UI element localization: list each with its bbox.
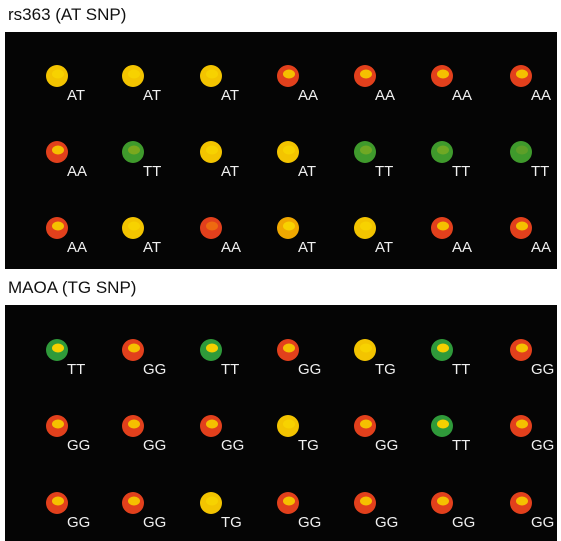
dot-core bbox=[206, 146, 218, 155]
dot-core bbox=[360, 497, 372, 506]
dot-core bbox=[516, 222, 528, 231]
dot-core bbox=[283, 146, 295, 155]
dot-core bbox=[206, 344, 218, 353]
dot-core bbox=[206, 497, 218, 506]
dot-core bbox=[360, 222, 372, 231]
genotype-label: TT bbox=[452, 361, 470, 378]
dot-core bbox=[52, 70, 64, 79]
genotype-label: AA bbox=[531, 87, 551, 104]
dot-core bbox=[206, 70, 218, 79]
panel-title: rs363 (AT SNP) bbox=[8, 5, 126, 24]
genotype-label: GG bbox=[143, 437, 166, 454]
dot-core bbox=[437, 222, 449, 231]
genotype-label: GG bbox=[375, 514, 398, 531]
genotype-label: TG bbox=[375, 361, 396, 378]
dot-core bbox=[437, 146, 449, 155]
dot-core bbox=[128, 222, 140, 231]
dot-core bbox=[128, 70, 140, 79]
dot-core bbox=[283, 497, 295, 506]
genotype-label: TT bbox=[143, 163, 161, 180]
genotype-label: AT bbox=[375, 239, 393, 256]
genotype-label: AA bbox=[452, 239, 472, 256]
genotype-label: GG bbox=[452, 514, 475, 531]
dot-core bbox=[283, 420, 295, 429]
genotype-label: TT bbox=[452, 437, 470, 454]
dot-core bbox=[283, 344, 295, 353]
genotype-label: TT bbox=[67, 361, 85, 378]
dot-core bbox=[283, 222, 295, 231]
genotype-label: AA bbox=[375, 87, 395, 104]
dot-core bbox=[360, 420, 372, 429]
genotype-label: AT bbox=[221, 163, 239, 180]
genotype-label: AA bbox=[531, 239, 551, 256]
genotype-label: GG bbox=[221, 437, 244, 454]
dot-core bbox=[516, 420, 528, 429]
genotype-label: GG bbox=[298, 514, 321, 531]
genotype-label: GG bbox=[143, 514, 166, 531]
genotype-label: TT bbox=[531, 163, 549, 180]
dot-core bbox=[437, 344, 449, 353]
dot-core bbox=[52, 344, 64, 353]
genotype-label: TT bbox=[221, 361, 239, 378]
dot-core bbox=[128, 420, 140, 429]
genotype-label: GG bbox=[143, 361, 166, 378]
genotype-label: TT bbox=[375, 163, 393, 180]
genotype-label: GG bbox=[67, 437, 90, 454]
genotype-label: AT bbox=[143, 239, 161, 256]
genotype-label: AT bbox=[221, 87, 239, 104]
dot-core bbox=[516, 497, 528, 506]
dot-core bbox=[128, 146, 140, 155]
genotype-label: AA bbox=[298, 87, 318, 104]
genotype-label: GG bbox=[531, 437, 554, 454]
dot-core bbox=[52, 222, 64, 231]
dot-core bbox=[360, 146, 372, 155]
panel-title: MAOA (TG SNP) bbox=[8, 278, 136, 297]
genotype-label: AA bbox=[452, 87, 472, 104]
genotype-label: GG bbox=[67, 514, 90, 531]
dot-core bbox=[52, 146, 64, 155]
genotype-label: GG bbox=[375, 437, 398, 454]
genotype-label: AT bbox=[143, 87, 161, 104]
dot-core bbox=[206, 420, 218, 429]
dot-core bbox=[360, 70, 372, 79]
genotype-label: TT bbox=[452, 163, 470, 180]
dot-core bbox=[52, 497, 64, 506]
genotype-label: AT bbox=[298, 163, 316, 180]
dot-core bbox=[283, 70, 295, 79]
dot-core bbox=[52, 420, 64, 429]
genotype-label: AA bbox=[67, 239, 87, 256]
genotype-label: TG bbox=[298, 437, 319, 454]
genotype-label: GG bbox=[531, 361, 554, 378]
genotype-label: AT bbox=[298, 239, 316, 256]
genotype-label: TG bbox=[221, 514, 242, 531]
figure: rs363 (AT SNP) MAOA (TG SNP) AT AT AT AA AA A… bbox=[0, 0, 561, 541]
genotype-label: AT bbox=[67, 87, 85, 104]
dot-core bbox=[360, 344, 372, 353]
dot-core bbox=[516, 70, 528, 79]
dot-core bbox=[437, 70, 449, 79]
dot-core bbox=[206, 222, 218, 231]
dot-core bbox=[128, 344, 140, 353]
dot-core bbox=[437, 420, 449, 429]
dot-core bbox=[516, 146, 528, 155]
genotype-label: AA bbox=[221, 239, 241, 256]
dot-core bbox=[128, 497, 140, 506]
genotype-label: AA bbox=[67, 163, 87, 180]
dot-core bbox=[516, 344, 528, 353]
genotype-label: GG bbox=[298, 361, 321, 378]
dot-core bbox=[437, 497, 449, 506]
genotype-label: GG bbox=[531, 514, 554, 531]
